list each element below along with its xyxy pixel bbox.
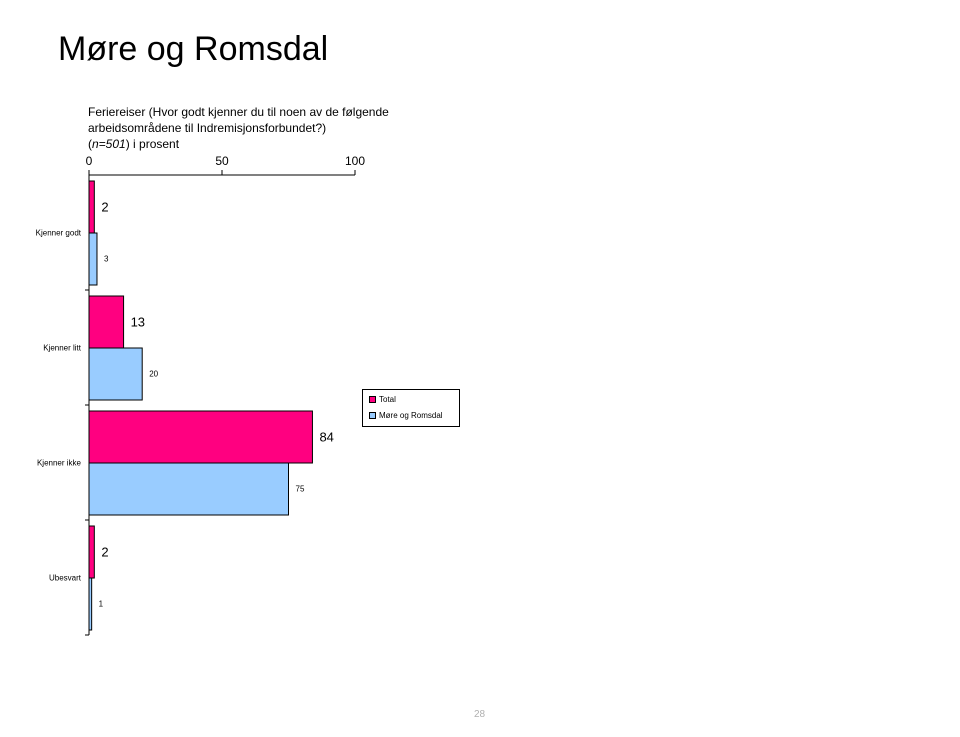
category-label-kjenner-ikke: Kjenner ikke [37,459,82,468]
data-label-more-og-romsdal-kjenner-godt: 3 [104,255,109,264]
subtitle-line-1: Feriereiser (Hvor godt kjenner du til no… [88,105,389,119]
bar-total-kjenner-godt [88,180,95,234]
category-label-kjenner-litt: Kjenner litt [43,344,82,353]
legend-label-total: Total [379,395,396,404]
bar-more-og-romsdal-kjenner-ikke [88,462,289,516]
category-label-ubesvart: Ubesvart [49,574,82,583]
subtitle-n-open: ( [88,137,92,151]
bar-more-og-romsdal-ubesvart [88,577,93,631]
chart-subtitle: Feriereiser (Hvor godt kjenner du til no… [88,104,389,152]
data-label-more-og-romsdal-kjenner-litt: 20 [149,370,158,379]
data-label-total-kjenner-litt: 13 [131,314,145,329]
x-tick-label-50: 50 [215,154,229,168]
bar-total-kjenner-ikke [88,410,313,464]
chart-legend: Total Møre og Romsdal [362,389,460,427]
subtitle-line-3: (n=501) i prosent [88,136,388,152]
subtitle-line-2: arbeidsområdene til Indremisjonsforbunde… [88,121,327,135]
bar-total-kjenner-litt [88,295,125,349]
sample-size: n=501 [92,137,126,151]
legend-label-more-og-romsdal: Møre og Romsdal [379,411,443,420]
data-label-total-kjenner-godt: 2 [101,199,108,214]
legend-swatch-more-og-romsdal [369,412,376,419]
data-label-total-kjenner-ikke: 84 [319,429,333,444]
x-tick-label-100: 100 [345,154,365,168]
legend-swatch-total [369,396,376,403]
legend-item-more-og-romsdal: Møre og Romsdal [369,411,443,420]
category-label-kjenner-godt: Kjenner godt [36,229,82,238]
bar-more-og-romsdal-kjenner-godt [88,232,98,286]
subtitle-unit: ) i prosent [125,137,180,151]
x-tick-label-0: 0 [86,154,93,168]
page-number: 28 [474,709,486,720]
legend-item-total: Total [369,395,396,404]
data-label-more-og-romsdal-ubesvart: 1 [99,600,104,609]
bar-total-ubesvart [88,525,95,579]
data-label-total-ubesvart: 2 [101,544,108,559]
page-title: Møre og Romsdal [58,30,329,68]
data-label-more-og-romsdal-kjenner-ikke: 75 [296,485,305,494]
bar-more-og-romsdal-kjenner-litt [88,347,143,401]
